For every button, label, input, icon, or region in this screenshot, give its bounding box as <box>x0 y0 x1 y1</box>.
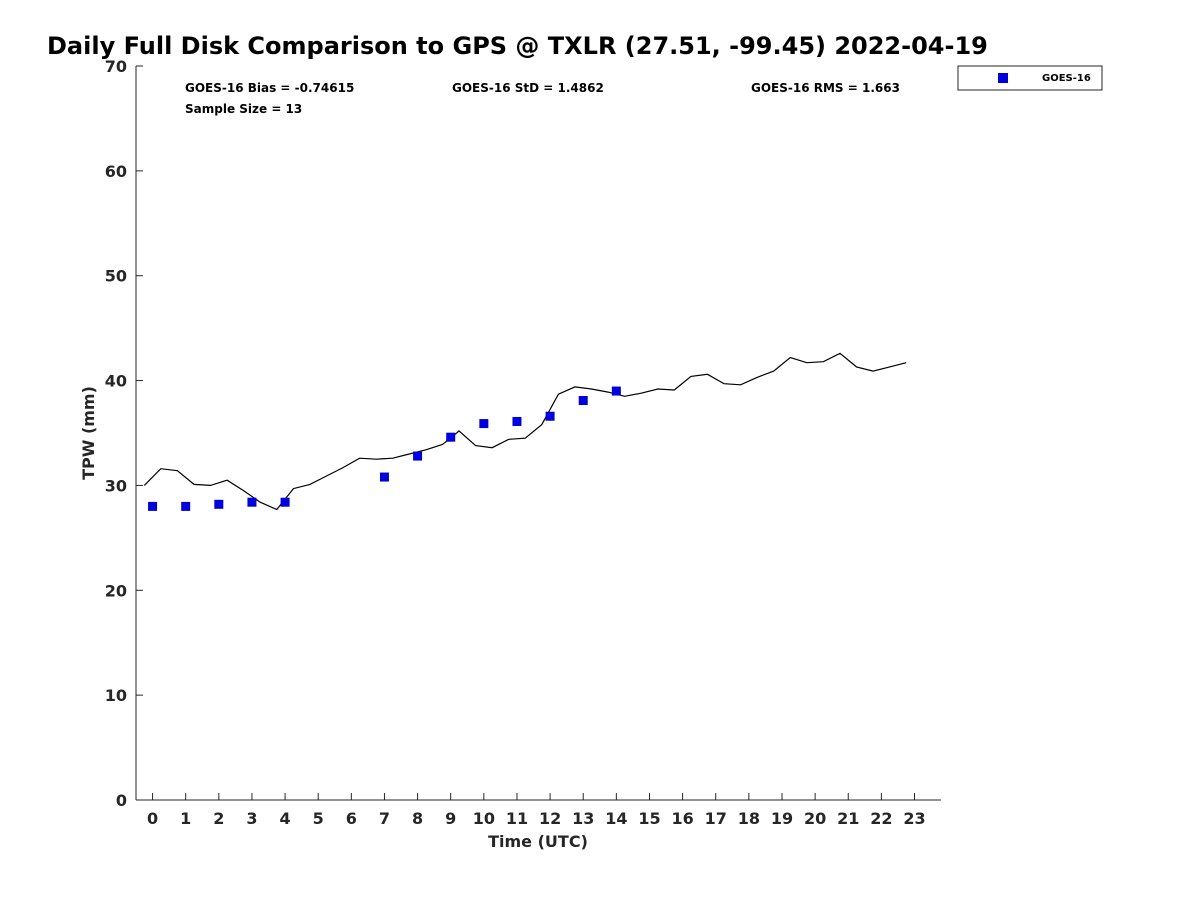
plot-area <box>143 352 907 511</box>
goes16-point <box>379 472 389 482</box>
goes16-point <box>512 416 522 426</box>
y-tick-label: 30 <box>105 476 127 495</box>
goes16-point <box>578 395 588 405</box>
x-ticks: 0 1 2 3 4 5 6 7 8 9 10 11 12 13 14 15 16 17 18 19 20 21 22 23 <box>147 793 926 828</box>
x-tick-label: 14 <box>605 809 627 828</box>
goes16-point <box>148 501 158 511</box>
x-tick-label: 8 <box>412 809 423 828</box>
x-tick-label: 2 <box>213 809 224 828</box>
y-tick-label: 50 <box>105 267 127 286</box>
x-axis-label: Time (UTC) <box>488 832 588 851</box>
std-stat: GOES-16 StD = 1.4862 <box>452 81 604 95</box>
x-tick-label: 12 <box>539 809 561 828</box>
legend: GOES-16 <box>957 65 1103 91</box>
legend-label: GOES-16 <box>1042 73 1091 84</box>
x-tick-label: 21 <box>837 809 859 828</box>
y-ticks: 0 10 20 30 40 50 60 70 <box>105 57 143 810</box>
goes16-point <box>545 411 555 421</box>
x-tick-label: 15 <box>638 809 660 828</box>
x-tick-label: 17 <box>705 809 727 828</box>
bias-stat: GOES-16 Bias = -0.74615 <box>185 81 354 95</box>
x-tick-label: 23 <box>903 809 925 828</box>
gps-reference-line <box>143 352 907 511</box>
sample-size-stat: Sample Size = 13 <box>185 102 302 116</box>
y-tick-label: 10 <box>105 686 127 705</box>
x-tick-label: 19 <box>771 809 793 828</box>
x-tick-label: 22 <box>870 809 892 828</box>
rms-stat: GOES-16 RMS = 1.663 <box>751 81 900 95</box>
y-axis-label: TPW (mm) <box>79 386 98 480</box>
chart-title: Daily Full Disk Comparison to GPS @ TXLR… <box>47 32 988 60</box>
x-tick-label: 20 <box>804 809 826 828</box>
x-tick-label: 6 <box>346 809 357 828</box>
x-tick-label: 13 <box>572 809 594 828</box>
x-tick-label: 11 <box>506 809 528 828</box>
x-tick-label: 3 <box>246 809 257 828</box>
y-tick-label: 0 <box>116 791 127 810</box>
x-tick-label: 5 <box>313 809 324 828</box>
goes16-point <box>446 432 456 442</box>
y-tick-label: 60 <box>105 162 127 181</box>
legend-marker <box>998 73 1008 83</box>
y-tick-label: 20 <box>105 581 127 600</box>
x-tick-label: 7 <box>379 809 390 828</box>
x-tick-label: 18 <box>738 809 760 828</box>
goes16-point <box>413 451 423 461</box>
x-tick-label: 4 <box>280 809 291 828</box>
goes16-point <box>181 501 191 511</box>
x-tick-label: 1 <box>180 809 191 828</box>
x-tick-label: 16 <box>671 809 693 828</box>
legend-box <box>957 65 1103 91</box>
x-tick-label: 0 <box>147 809 158 828</box>
goes16-point <box>611 386 621 396</box>
goes16-point <box>247 497 257 507</box>
y-tick-label: 40 <box>105 372 127 391</box>
goes16-point <box>280 497 290 507</box>
x-tick-label: 10 <box>473 809 495 828</box>
goes16-point <box>479 419 489 429</box>
y-tick-label: 70 <box>105 57 127 76</box>
x-tick-label: 9 <box>445 809 456 828</box>
goes16-point <box>214 499 224 509</box>
